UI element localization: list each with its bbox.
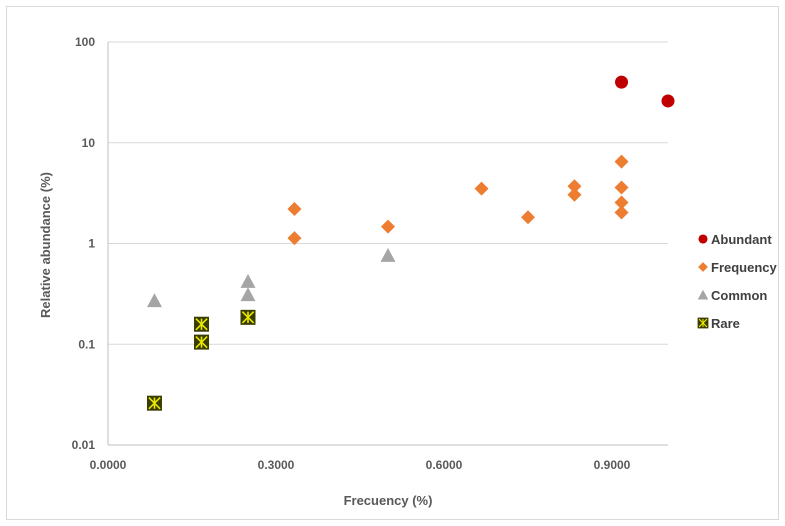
frequency-point (287, 231, 302, 246)
y-tick-label: 0.01 (72, 438, 96, 452)
chart-frame (6, 6, 779, 520)
frequency-point (614, 154, 629, 169)
rare-point (194, 334, 210, 350)
legend-common-label: Common (711, 288, 767, 303)
legend-rare-label: Rare (711, 316, 740, 331)
legend-abundant-marker (698, 234, 708, 244)
legend-rare-marker (697, 317, 709, 329)
abundant-point (615, 75, 629, 89)
frequency-point (614, 180, 629, 195)
frequency-point (567, 179, 582, 194)
common-point (380, 248, 396, 262)
frequency-point (474, 181, 489, 196)
axes (107, 42, 668, 446)
y-tick-label: 1 (88, 237, 95, 251)
frequency-point (567, 187, 582, 202)
legend-frequency-label: Frequency (711, 260, 778, 275)
legend-frequency-marker (698, 262, 708, 272)
x-tick-label: 0.9000 (594, 458, 631, 472)
gridlines (108, 41, 668, 446)
y-axis-title: Relative abundance (%) (38, 172, 53, 318)
frequency-point (521, 210, 535, 225)
y-tick-label: 100 (75, 35, 95, 49)
frequency-point (614, 205, 629, 220)
x-tick-label: 0.6000 (426, 458, 463, 472)
rare-point (240, 309, 256, 325)
frequency-point (614, 195, 629, 210)
frequency-point (381, 219, 395, 234)
legend-abundant-label: Abundant (711, 232, 772, 247)
legend: Abundant Frequency Common Rare (697, 232, 778, 331)
abundant-point (661, 94, 675, 108)
frequency-point (287, 202, 302, 217)
y-tick-label: 0.1 (78, 337, 95, 351)
rare-point (194, 316, 210, 332)
x-axis-title: Frecuency (%) (344, 493, 433, 508)
x-tick-label: 0.0000 (90, 458, 127, 472)
y-tick-label: 10 (82, 136, 96, 150)
common-point (240, 287, 256, 302)
common-point (146, 293, 162, 308)
data-points (146, 75, 675, 411)
common-point (240, 273, 256, 288)
x-tick-label: 0.3000 (258, 458, 295, 472)
tick-labels: 0.01 0.1 1 10 100 0.0000 0.3000 0.6000 0.9000 (72, 35, 631, 472)
rare-point (146, 395, 162, 411)
legend-common-marker (697, 289, 709, 300)
